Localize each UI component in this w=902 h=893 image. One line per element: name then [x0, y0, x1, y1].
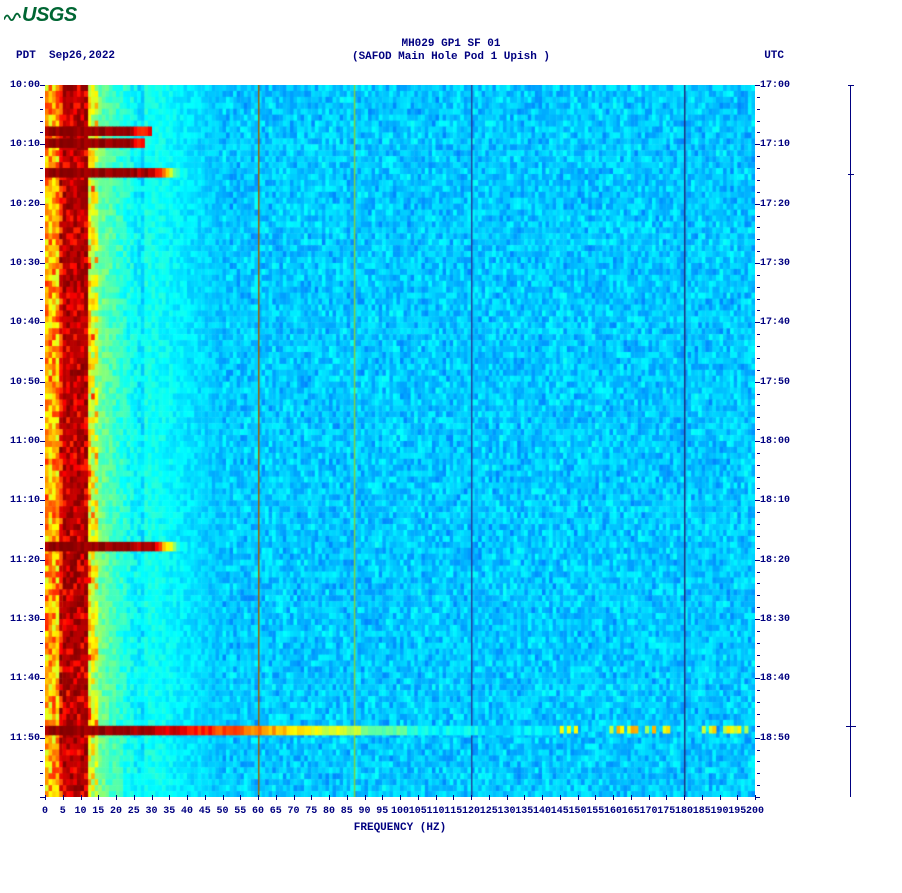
x-tick-label: 40	[181, 806, 193, 817]
y-right-label: 17:40	[760, 317, 790, 328]
x-tick-label: 45	[199, 806, 211, 817]
title-line-1: MH029 GP1 SF 01	[0, 38, 902, 51]
right-amplitude-bar	[850, 85, 851, 797]
y-right-label: 17:20	[760, 199, 790, 210]
x-tick-label: 110	[426, 806, 444, 817]
x-tick-label: 160	[604, 806, 622, 817]
x-tick-label: 195	[728, 806, 746, 817]
x-tick-label: 200	[746, 806, 764, 817]
x-tick-label: 65	[270, 806, 282, 817]
y-right-label: 17:50	[760, 377, 790, 388]
x-tick-label: 175	[657, 806, 675, 817]
y-right-label: 18:10	[760, 495, 790, 506]
y-left-label: 10:00	[10, 80, 40, 91]
y-left-label: 10:10	[10, 139, 40, 150]
usgs-logo: USGS	[4, 4, 77, 27]
y-right-label: 17:30	[760, 258, 790, 269]
y-left-label: 11:20	[10, 555, 40, 566]
x-tick-label: 135	[515, 806, 533, 817]
x-tick-label: 100	[391, 806, 409, 817]
y-left-label: 11:50	[10, 733, 40, 744]
y-left-label: 11:30	[10, 614, 40, 625]
x-tick-label: 30	[145, 806, 157, 817]
y-right-label: 17:00	[760, 80, 790, 91]
y-axis-left: 10:0010:1010:2010:3010:4010:5011:0011:10…	[0, 85, 44, 797]
x-tick-label: 120	[462, 806, 480, 817]
y-right-label: 17:10	[760, 139, 790, 150]
y-left-label: 10:50	[10, 377, 40, 388]
x-tick-label: 125	[480, 806, 498, 817]
x-tick-label: 185	[693, 806, 711, 817]
x-tick-label: 95	[376, 806, 388, 817]
x-tick-label: 115	[444, 806, 462, 817]
x-tick-label: 15	[92, 806, 104, 817]
x-tick-label: 170	[639, 806, 657, 817]
y-left-label: 11:40	[10, 673, 40, 684]
x-tick-label: 25	[128, 806, 140, 817]
x-tick-label: 90	[358, 806, 370, 817]
x-tick-label: 5	[60, 806, 66, 817]
x-tick-label: 155	[586, 806, 604, 817]
spectrogram-canvas	[45, 85, 755, 797]
y-right-label: 18:20	[760, 555, 790, 566]
x-tick-label: 55	[234, 806, 246, 817]
usgs-text: USGS	[22, 4, 77, 26]
spectrogram-plot	[45, 85, 755, 797]
y-ticks-left	[40, 85, 45, 797]
x-tick-label: 85	[341, 806, 353, 817]
x-tick-label: 0	[42, 806, 48, 817]
x-axis-title: FREQUENCY (HZ)	[45, 822, 755, 834]
y-left-label: 11:10	[10, 495, 40, 506]
x-tick-label: 75	[305, 806, 317, 817]
x-tick-label: 140	[533, 806, 551, 817]
x-tick-label: 20	[110, 806, 122, 817]
x-tick-label: 180	[675, 806, 693, 817]
x-tick-label: 10	[74, 806, 86, 817]
timezone-right: UTC	[764, 50, 784, 62]
y-right-label: 18:50	[760, 733, 790, 744]
x-tick-label: 70	[287, 806, 299, 817]
x-tick-label: 50	[216, 806, 228, 817]
x-tick-label: 105	[409, 806, 427, 817]
x-tick-label: 35	[163, 806, 175, 817]
y-right-label: 18:30	[760, 614, 790, 625]
x-tick-label: 145	[551, 806, 569, 817]
x-tick-label: 190	[710, 806, 728, 817]
y-left-label: 10:30	[10, 258, 40, 269]
y-right-label: 18:40	[760, 673, 790, 684]
x-tick-label: 165	[622, 806, 640, 817]
x-tick-label: 150	[568, 806, 586, 817]
y-left-label: 11:00	[10, 436, 40, 447]
y-right-label: 18:00	[760, 436, 790, 447]
y-left-label: 10:40	[10, 317, 40, 328]
tz-right-label: UTC	[764, 50, 784, 62]
y-ticks-right	[755, 85, 760, 797]
x-tick-label: 130	[497, 806, 515, 817]
y-axis-right: 17:0017:1017:2017:3017:4017:5018:0018:10…	[756, 85, 800, 797]
x-tick-label: 80	[323, 806, 335, 817]
x-tick-label: 60	[252, 806, 264, 817]
y-left-label: 10:20	[10, 199, 40, 210]
